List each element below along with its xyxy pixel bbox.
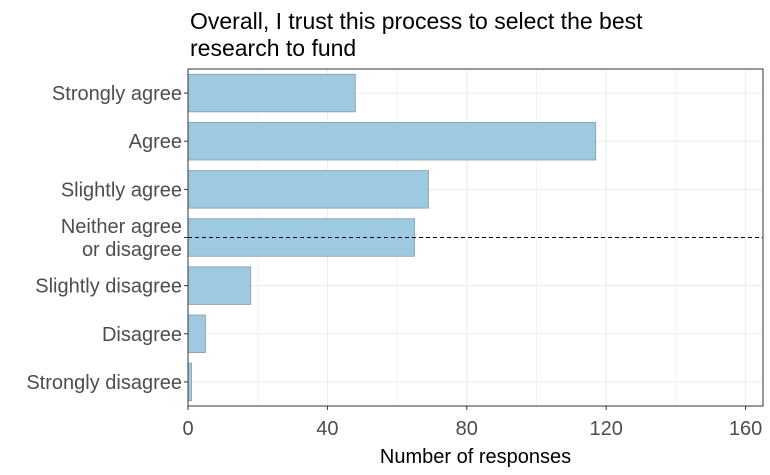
- category-label: Agree: [129, 131, 182, 153]
- category-label: or disagree: [82, 239, 182, 261]
- x-tick-label: 160: [729, 418, 762, 440]
- category-label: Slightly disagree: [35, 276, 182, 298]
- category-label: Disagree: [102, 324, 182, 346]
- bar-disagree: [187, 314, 206, 353]
- chart-title-line-1: Overall, I trust this process to select …: [190, 8, 643, 34]
- bar-strongly-agree: [187, 73, 356, 113]
- category-label: Strongly agree: [52, 83, 182, 105]
- chart-title-line-2: research to fund: [190, 35, 356, 61]
- bar-slightly-agree: [187, 170, 429, 209]
- bar-agree: [187, 122, 597, 161]
- x-axis-title: Number of responses: [380, 446, 571, 468]
- x-axis-ticks: 0 40 80 120 160: [182, 406, 762, 440]
- bar-slightly-disagree: [187, 266, 252, 305]
- x-tick-label: 0: [182, 418, 193, 440]
- bar-strongly-disagree: [187, 362, 192, 402]
- x-tick-label: 80: [456, 418, 478, 440]
- category-label: Neither agree: [61, 216, 182, 238]
- category-labels: Strongly agree Agree Slightly agree Neither…: [26, 83, 188, 394]
- x-tick-label: 120: [589, 418, 622, 440]
- category-label: Slightly agree: [61, 179, 182, 201]
- category-label: Strongly disagree: [26, 372, 182, 394]
- x-tick-label: 40: [316, 418, 338, 440]
